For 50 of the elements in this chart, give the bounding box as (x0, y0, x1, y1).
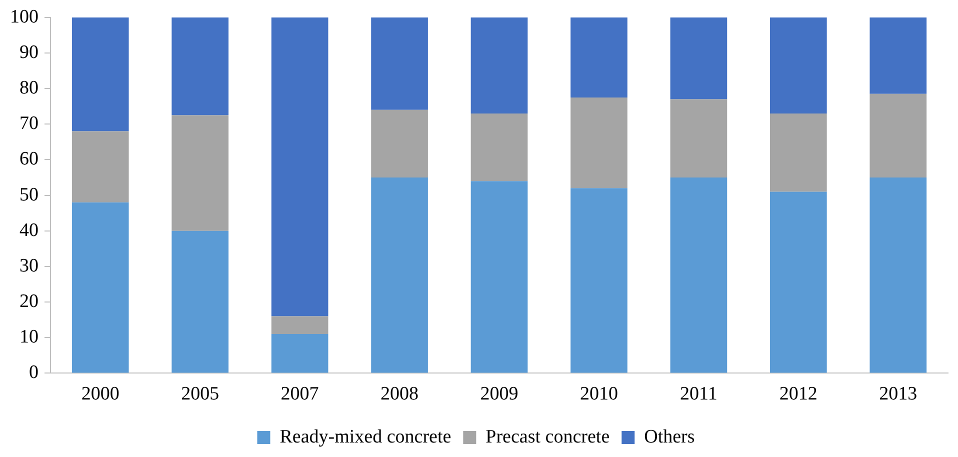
bar (570, 188, 628, 373)
bar (371, 17, 428, 110)
y-tick-label: 100 (10, 6, 38, 28)
y-tick-label: 20 (20, 291, 38, 312)
bar (470, 113, 528, 182)
x-tick-label: 2008 (380, 384, 419, 405)
x-tick-label: 2011 (680, 384, 718, 405)
y-tick-label: 90 (20, 42, 38, 63)
bar (670, 99, 728, 178)
x-tick-label: 2010 (580, 384, 618, 405)
bar (72, 131, 129, 202)
y-tick-label: 80 (20, 78, 38, 99)
x-tick-label: 2000 (81, 384, 120, 405)
legend-label: Others (644, 426, 695, 448)
bar (670, 17, 728, 100)
y-tick-label: 30 (20, 255, 38, 276)
y-tick-label: 10 (20, 326, 38, 348)
legend-label: Ready-mixed concrete (280, 426, 452, 448)
y-tick-label: 60 (20, 148, 38, 170)
y-tick-label: 50 (20, 184, 38, 206)
bar (271, 334, 328, 373)
bar (870, 17, 927, 94)
bar (870, 178, 927, 373)
x-tick-label: 2013 (879, 384, 918, 405)
bar (570, 97, 628, 188)
x-tick-label: 2007 (280, 384, 319, 405)
bar (770, 192, 827, 373)
bar (72, 17, 129, 132)
bar (770, 17, 827, 114)
bar (371, 110, 428, 178)
y-tick-label: 70 (20, 113, 38, 134)
bar (271, 17, 328, 316)
y-tick-label: 40 (20, 220, 38, 241)
bar (172, 115, 229, 231)
bar (172, 17, 229, 116)
x-tick-label: 2005 (181, 384, 220, 405)
legend-label: Precast concrete (486, 426, 610, 448)
bar (570, 17, 628, 98)
bar (271, 316, 328, 334)
y-tick-label: 0 (29, 362, 38, 384)
bar (870, 94, 927, 178)
bar (670, 178, 728, 373)
x-tick-label: 2012 (779, 384, 818, 405)
x-tick-label: 2009 (480, 384, 518, 405)
bar (470, 181, 528, 373)
bar (770, 113, 827, 192)
bar (72, 202, 129, 373)
bar (371, 178, 428, 373)
bar (172, 230, 229, 373)
bar (470, 17, 528, 114)
